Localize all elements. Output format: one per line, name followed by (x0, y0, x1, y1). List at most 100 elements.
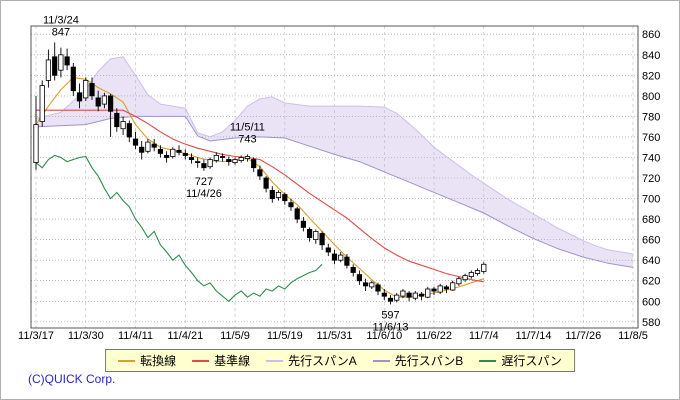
candle-up (474, 270, 481, 274)
legend-line-sample (372, 359, 390, 362)
x-tick-label: 11/6/10 (366, 330, 402, 342)
candle-down (201, 163, 207, 169)
candle-down (263, 177, 269, 189)
candle-down (64, 56, 70, 66)
candle-down (151, 143, 157, 148)
candle-up (338, 254, 344, 261)
x-tick-label: 11/6/22 (416, 330, 452, 342)
candle-up (83, 80, 89, 99)
candle-down (443, 286, 450, 290)
candle-up (481, 263, 487, 272)
candle-down (52, 56, 58, 76)
candle-up (33, 124, 39, 163)
copyright-text: (C)QUICK Corp. (28, 372, 116, 386)
candle-down (350, 266, 356, 273)
candle-up (207, 159, 213, 168)
ichimoku-candlestick-chart: 860 840 820 800 780 760 740 720 700 680 660 640 620 6… (18, 15, 660, 342)
legend-label: 先行スパンB (394, 354, 464, 368)
annotation-text: 11/3/24 (43, 15, 79, 27)
x-tick-label: 11/3/17 (18, 330, 54, 342)
ichimoku-cloud (36, 56, 633, 268)
candle-up (450, 282, 456, 291)
candle-down (257, 169, 263, 177)
x-tick-label: 11/5/19 (267, 330, 303, 342)
candle-down (157, 148, 163, 154)
candle-up (400, 290, 406, 297)
candle-up (232, 159, 238, 163)
candle-down (188, 157, 195, 160)
legend-item-0: 転換線 (118, 352, 176, 369)
plot-frame (30, 25, 639, 329)
candle-up (412, 292, 418, 299)
legend-line-sample (192, 359, 210, 362)
legend-label: 転換線 (140, 354, 177, 368)
candle-down (319, 233, 325, 246)
kijun-line (36, 109, 484, 283)
chart-legend: 転換線 基準線 先行スパンA 先行スパンB 遅行スパン (105, 349, 575, 372)
legend-item-2: 先行スパンA (266, 352, 357, 369)
y-tick-label: 800 (642, 91, 660, 103)
x-tick-label: 11/4/21 (167, 330, 203, 342)
candle-up (456, 278, 462, 285)
legend-label: 遅行スパン (501, 354, 562, 368)
candle-up (468, 272, 474, 277)
candle-down (70, 66, 76, 92)
annotation-text: 847 (52, 27, 70, 39)
legend-line-sample (118, 359, 136, 362)
y-tick-label: 640 (642, 255, 660, 267)
candle-up (275, 191, 282, 198)
candle-down (269, 189, 275, 199)
chikou-line (35, 154, 323, 303)
legend-item-1: 基準線 (192, 352, 250, 369)
x-tick-label: 11/5/31 (317, 330, 353, 342)
candle-down (418, 293, 425, 297)
legend-item-3: 先行スパンB (372, 352, 464, 369)
candle-up (244, 156, 250, 159)
candle-up (213, 154, 219, 161)
candle-down (344, 256, 350, 266)
candle-down (163, 154, 170, 158)
candle-down (282, 194, 288, 202)
candle-down (114, 112, 120, 128)
candle-down (375, 284, 381, 292)
y-tick-label: 760 (642, 132, 660, 144)
candle-down (132, 138, 139, 146)
candle-down (356, 274, 363, 282)
x-tick-label: 11/7/4 (469, 330, 499, 342)
candle-up (45, 59, 52, 81)
candle-down (288, 202, 294, 208)
candle-up (425, 288, 431, 298)
candle-down (387, 297, 394, 302)
candle-up (462, 275, 468, 281)
candle-down (182, 152, 188, 156)
annotation-text: 727 (195, 176, 213, 188)
candle-up (394, 294, 400, 301)
candle-up (101, 95, 107, 105)
candle-down (306, 228, 313, 238)
legend-line-sample (266, 359, 284, 362)
candle-down (219, 156, 226, 158)
candle-up (145, 141, 151, 152)
x-tick-label: 11/4/11 (118, 330, 153, 342)
candle-down (89, 83, 95, 97)
candle-up (437, 285, 443, 293)
x-tick-label: 11/7/26 (565, 330, 601, 342)
candle-up (238, 157, 244, 161)
y-tick-label: 820 (642, 70, 660, 82)
candle-down (95, 97, 101, 107)
y-tick-label: 840 (642, 50, 660, 62)
annotation-text: 11/4/26 (186, 188, 222, 200)
legend-item-4: 遅行スパン (479, 352, 562, 369)
candle-down (108, 95, 114, 112)
candle-down (226, 159, 232, 162)
candle-down (126, 123, 132, 138)
x-tick-label: 11/3/30 (68, 330, 104, 342)
senkou-a-line (35, 56, 634, 255)
candle-down (325, 247, 331, 253)
candle-down (251, 159, 257, 169)
y-tick-label: 720 (642, 173, 660, 185)
annotation-text: 743 (238, 133, 256, 145)
candle-down (331, 253, 338, 261)
candle-down (381, 292, 387, 297)
y-tick-label: 600 (642, 296, 660, 308)
